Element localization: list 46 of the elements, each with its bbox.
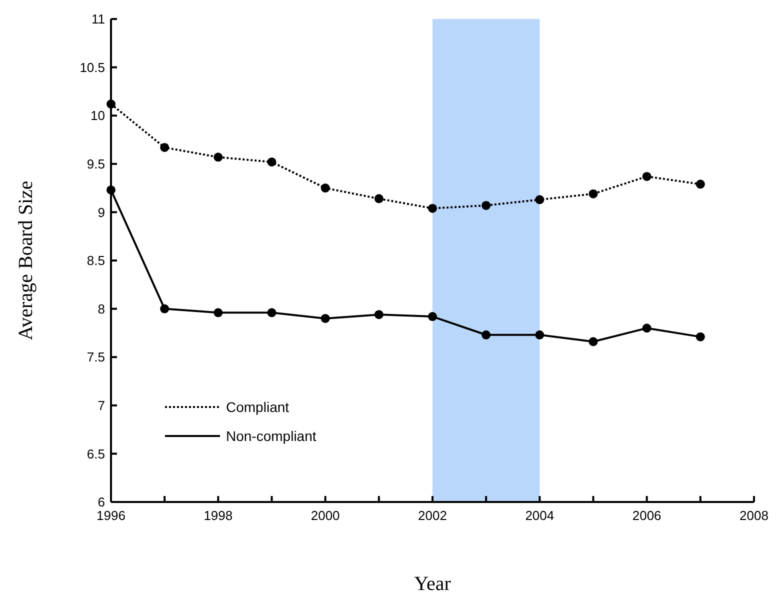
y-tick-label: 8.5 <box>86 253 105 268</box>
point <box>106 100 116 109</box>
x-tick-label: 2004 <box>525 508 554 523</box>
point <box>428 312 437 322</box>
point <box>267 157 276 166</box>
point <box>696 180 705 189</box>
point <box>428 204 437 213</box>
x-tick-label: 2000 <box>310 508 340 523</box>
x-tick-label: 2008 <box>740 508 768 523</box>
x-tick-label: 1998 <box>204 508 233 523</box>
point <box>214 152 223 162</box>
point <box>642 324 652 333</box>
point <box>588 337 598 346</box>
point <box>482 200 491 210</box>
point <box>374 194 384 204</box>
x-tick-label: 2006 <box>632 508 662 523</box>
y-tick-label: 9.5 <box>86 156 105 172</box>
point <box>588 189 598 198</box>
y-tick-label: 9 <box>98 204 105 220</box>
y-tick-label: 7.5 <box>86 350 105 365</box>
point <box>267 308 276 318</box>
point <box>320 314 330 323</box>
point <box>696 332 705 342</box>
point <box>106 185 116 194</box>
y-tick-label: 10.5 <box>80 60 105 75</box>
x-tick-label: 1996 <box>96 508 126 523</box>
point <box>535 330 544 340</box>
y-tick-label: 10 <box>90 108 105 124</box>
legend-label: Compliant <box>226 398 290 415</box>
point <box>535 195 544 204</box>
point <box>642 172 652 181</box>
y-tick-label: 6 <box>98 494 105 510</box>
point <box>482 330 491 340</box>
y-tick-label: 7 <box>98 398 105 413</box>
point <box>214 308 223 318</box>
point <box>320 184 330 193</box>
y-tick-label: 6.5 <box>86 446 105 462</box>
y-axis-title: Average Board Size <box>15 180 37 340</box>
x-axis-title: Year <box>414 573 452 595</box>
y-tick-label: 8 <box>98 301 105 316</box>
legend-label: Non-compliant <box>226 428 316 444</box>
x-tick-label: 2002 <box>418 508 447 523</box>
point <box>160 142 170 152</box>
y-tick-label: 11 <box>92 12 105 27</box>
point <box>374 310 384 320</box>
point <box>160 304 170 314</box>
